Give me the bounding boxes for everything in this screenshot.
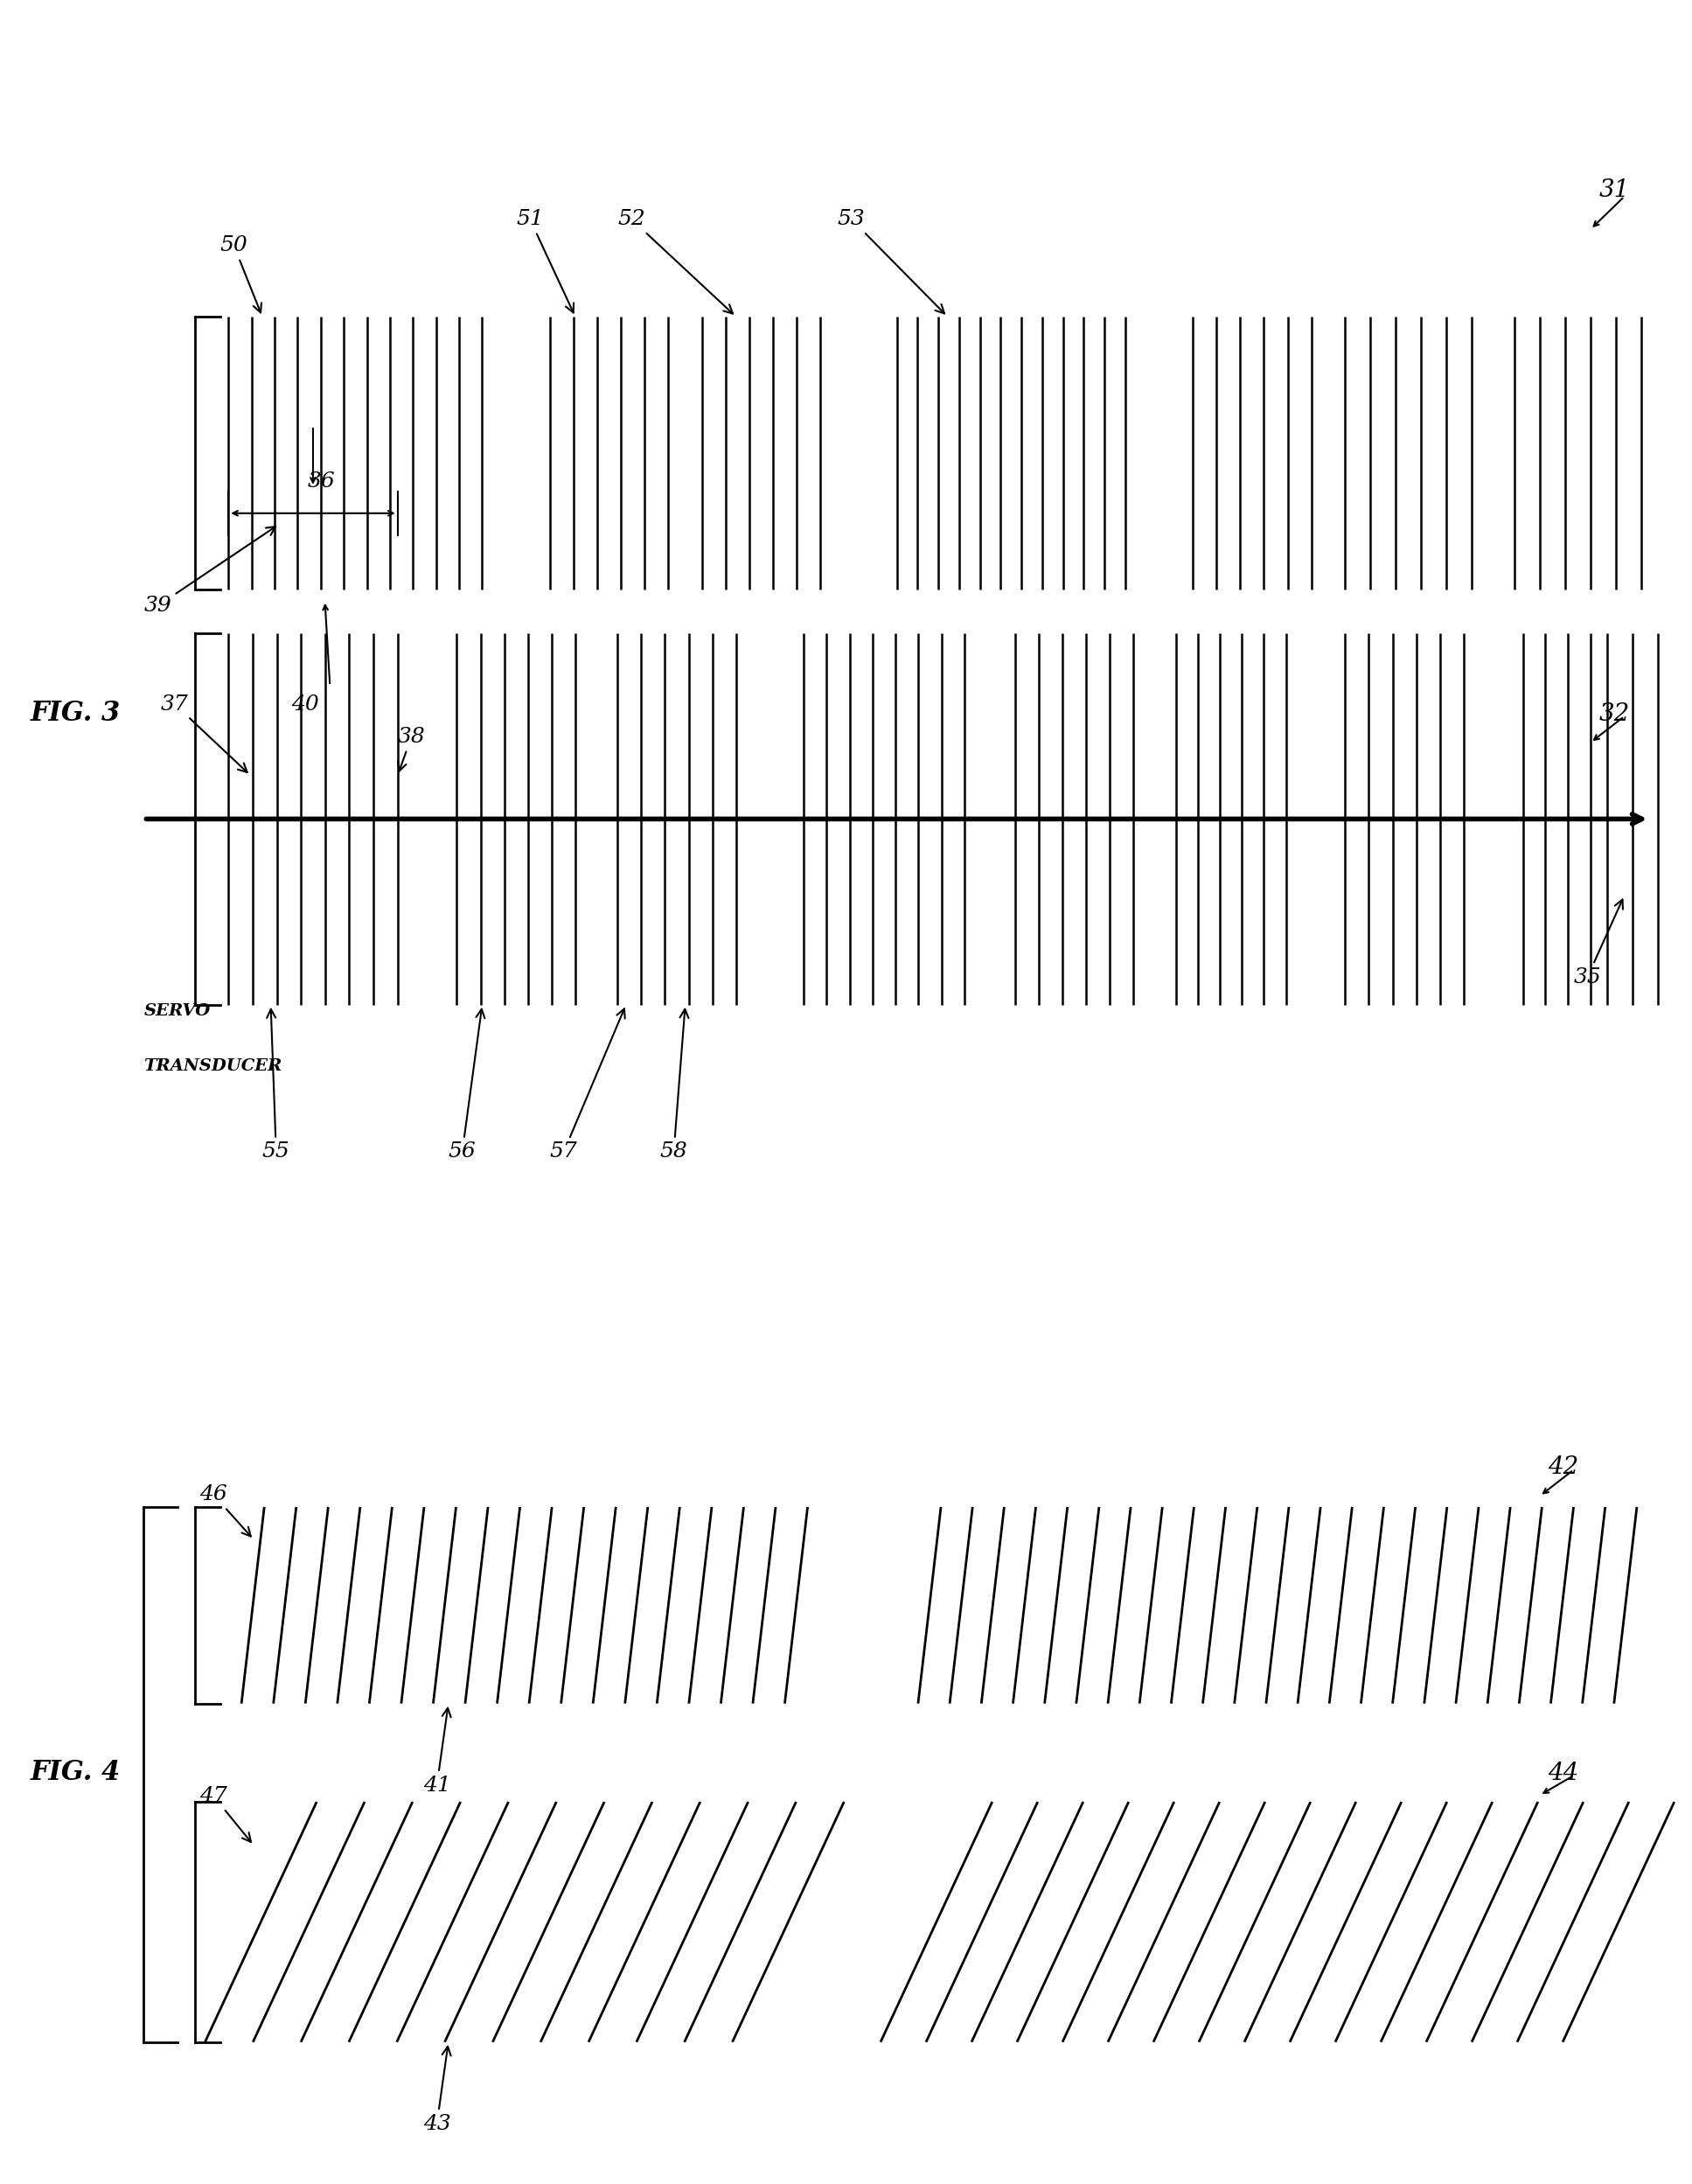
- Text: 40: 40: [291, 695, 318, 714]
- Text: 41: 41: [423, 1708, 450, 1795]
- Text: 35: 35: [1574, 900, 1623, 987]
- Text: 31: 31: [1599, 179, 1629, 201]
- Text: 39: 39: [144, 526, 276, 616]
- Text: 43: 43: [423, 2046, 450, 2134]
- Text: 36: 36: [308, 472, 335, 491]
- Text: 51: 51: [516, 210, 574, 312]
- Text: 58: 58: [660, 1009, 689, 1162]
- Text: 46: 46: [200, 1485, 250, 1535]
- Text: FIG. 3: FIG. 3: [30, 699, 120, 727]
- Text: 57: 57: [550, 1009, 624, 1162]
- Text: 37: 37: [161, 695, 247, 773]
- Text: TRANSDUCER: TRANSDUCER: [144, 1057, 283, 1075]
- Text: FIG. 4: FIG. 4: [30, 1758, 120, 1787]
- Text: 56: 56: [448, 1009, 486, 1162]
- Text: 38: 38: [398, 727, 425, 771]
- Text: 44: 44: [1548, 1762, 1579, 1784]
- Text: 47: 47: [200, 1787, 250, 1841]
- Text: SERVO: SERVO: [144, 1002, 210, 1020]
- Text: 42: 42: [1548, 1457, 1579, 1479]
- Text: 55: 55: [262, 1009, 289, 1162]
- Text: 52: 52: [618, 210, 733, 314]
- Text: 50: 50: [220, 236, 262, 312]
- Text: 32: 32: [1599, 703, 1629, 725]
- Text: 53: 53: [838, 210, 944, 314]
